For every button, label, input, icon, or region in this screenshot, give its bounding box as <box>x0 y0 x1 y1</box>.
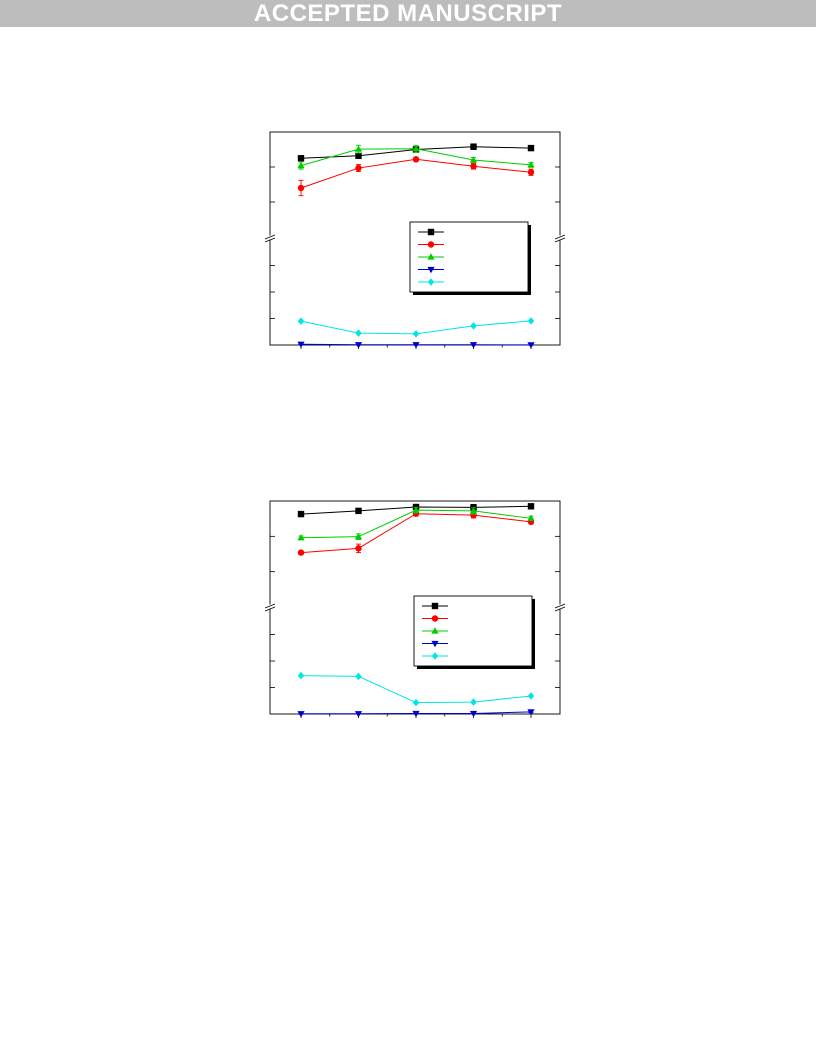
data-point <box>297 184 305 192</box>
data-point <box>297 510 305 518</box>
series-4 <box>297 341 535 349</box>
series-5 <box>297 671 535 707</box>
axis-break <box>264 603 566 612</box>
legend-marker <box>431 615 439 622</box>
data-point <box>527 161 535 168</box>
data-point <box>297 317 305 325</box>
data-point <box>355 152 362 159</box>
data-point <box>527 317 535 325</box>
accepted-manuscript-banner: ACCEPTED MANUSCRIPT <box>0 0 816 27</box>
data-point <box>469 342 478 349</box>
series-5 <box>297 317 535 338</box>
legend <box>409 221 531 295</box>
axis-break-mark <box>554 234 566 240</box>
legend-marker <box>431 640 439 648</box>
data-point <box>355 545 362 552</box>
data-point <box>297 711 305 718</box>
data-point <box>297 341 305 349</box>
data-point <box>412 506 420 513</box>
data-point <box>470 322 477 330</box>
data-point <box>470 143 477 150</box>
axis-break-gap <box>265 604 275 609</box>
data-point <box>527 709 535 716</box>
data-point <box>297 549 305 556</box>
data-point <box>355 672 362 681</box>
axis-break-mark <box>554 237 566 243</box>
data-point <box>412 698 420 707</box>
line-chart-bottom <box>264 500 566 718</box>
series-line <box>300 158 532 189</box>
legend-marker <box>427 241 435 248</box>
axis-break-gap <box>265 235 275 240</box>
series-2 <box>297 510 535 556</box>
data-point <box>527 692 535 700</box>
data-point <box>469 507 478 514</box>
axis-break-gap <box>555 604 565 609</box>
data-point <box>355 329 362 337</box>
axis-break-mark <box>264 603 276 609</box>
series-3 <box>297 506 535 541</box>
series-3 <box>297 144 535 170</box>
data-point <box>527 169 535 176</box>
data-point <box>297 671 305 680</box>
axis-break-mark <box>554 603 566 609</box>
legend <box>413 595 535 669</box>
legend-marker <box>431 627 439 634</box>
data-point <box>297 155 305 162</box>
data-point <box>527 342 535 349</box>
legend-marker <box>427 253 435 260</box>
data-point <box>412 710 420 718</box>
data-point <box>297 533 305 541</box>
axis-break-mark <box>554 606 566 612</box>
axis-break-gap <box>555 235 565 240</box>
data-point <box>354 532 363 540</box>
data-point <box>527 514 535 521</box>
data-point <box>469 156 478 163</box>
legend-marker <box>427 266 435 274</box>
data-point <box>469 710 478 718</box>
data-point <box>354 711 363 718</box>
series-line <box>300 675 532 704</box>
data-point <box>527 144 535 152</box>
axis-break-mark <box>264 237 276 243</box>
legend-marker <box>427 228 435 236</box>
data-point <box>412 156 420 163</box>
data-point <box>412 145 420 152</box>
data-point <box>355 507 362 515</box>
axis-break <box>264 234 566 243</box>
legend-marker <box>427 278 435 286</box>
data-point <box>355 164 362 172</box>
banner-text: ACCEPTED MANUSCRIPT <box>253 0 563 27</box>
legend-marker <box>431 602 439 610</box>
series-line <box>300 513 532 554</box>
data-point <box>354 342 363 349</box>
series-4 <box>297 709 535 718</box>
series-2 <box>297 156 535 197</box>
line-chart-top <box>264 131 566 349</box>
legend-marker <box>431 652 439 660</box>
axis-break-mark <box>264 234 276 240</box>
data-point <box>470 511 477 519</box>
data-point <box>412 342 420 349</box>
data-point <box>354 145 363 152</box>
data-point <box>412 330 420 338</box>
data-point <box>527 503 535 510</box>
data-point <box>470 698 477 706</box>
axis-break-mark <box>264 606 276 612</box>
data-point <box>470 163 477 170</box>
data-point <box>297 161 305 169</box>
